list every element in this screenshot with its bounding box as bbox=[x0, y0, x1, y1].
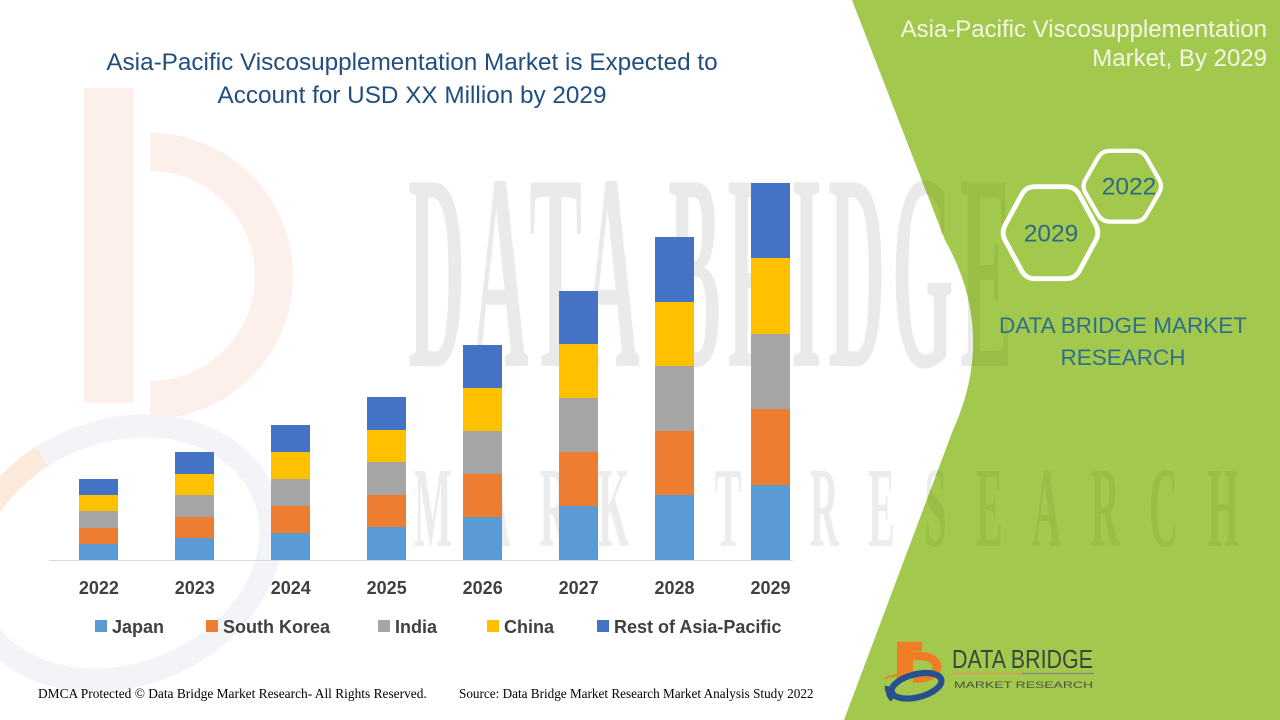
svg-text:DATA BRIDGE: DATA BRIDGE bbox=[408, 116, 1019, 428]
svg-text:2029: 2029 bbox=[1024, 221, 1079, 248]
svg-text:2022: 2022 bbox=[1102, 174, 1157, 201]
svg-text:MARKET RESEARCH: MARKET RESEARCH bbox=[954, 680, 1093, 691]
svg-text:DATA BRIDGE: DATA BRIDGE bbox=[952, 644, 1093, 674]
